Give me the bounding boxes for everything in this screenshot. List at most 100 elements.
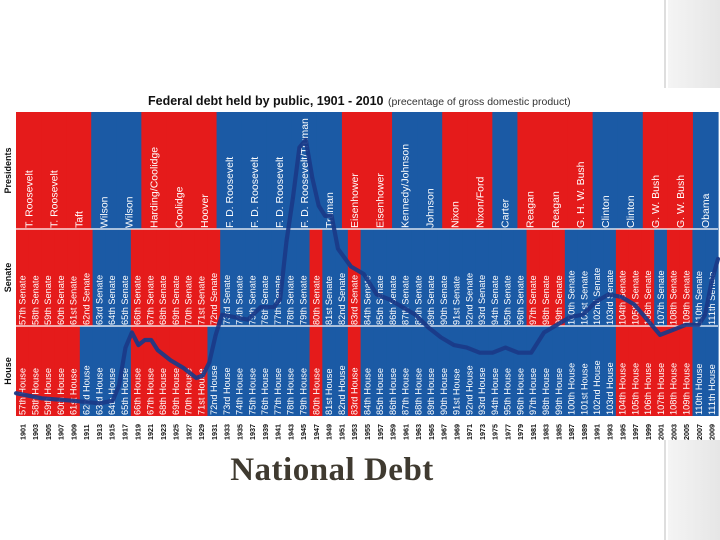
senate-band xyxy=(105,229,119,326)
debt-data-point xyxy=(298,146,301,149)
x-tick-label: 1937 xyxy=(248,424,257,440)
president-label: Reagan xyxy=(525,191,537,228)
house-band xyxy=(54,326,68,416)
debt-data-point xyxy=(98,402,101,405)
house-label: 88th House xyxy=(413,368,423,415)
senate-label: 108th Senate xyxy=(669,270,679,325)
debt-data-point xyxy=(672,329,674,331)
house-band xyxy=(590,326,604,416)
debt-data-point xyxy=(388,298,391,301)
debt-data-point xyxy=(594,301,597,303)
president-band xyxy=(216,112,243,229)
house-band xyxy=(398,326,413,416)
president-band xyxy=(341,112,368,229)
house-label: 104th House xyxy=(618,363,628,415)
x-tick-label: 1983 xyxy=(542,424,551,440)
debt-data-point xyxy=(633,303,636,306)
senate-band xyxy=(603,229,617,326)
debt-data-point xyxy=(659,334,661,336)
house-band xyxy=(322,326,336,416)
house-band xyxy=(232,326,247,416)
x-tick-label: 1957 xyxy=(376,424,385,440)
house-label: 99th House xyxy=(554,368,564,415)
house-band xyxy=(194,326,209,416)
senate-label: 65th Senate xyxy=(120,275,130,325)
x-tick-label: 1921 xyxy=(146,424,155,440)
senate-label: 87th Senate xyxy=(401,275,411,325)
senate-band xyxy=(641,229,655,326)
debt-data-point xyxy=(607,293,610,296)
senate-band xyxy=(41,229,55,326)
president-band xyxy=(517,112,544,229)
president-label: F. D. Roosevelt xyxy=(274,157,286,228)
x-tick-label: 1949 xyxy=(325,424,334,440)
house-band xyxy=(449,326,464,416)
president-band xyxy=(66,112,92,229)
house-band xyxy=(258,326,272,416)
senate-label: 78th Senate xyxy=(286,275,296,325)
president-label: Hoover xyxy=(199,194,211,228)
president-band xyxy=(417,112,443,229)
debt-data-point xyxy=(150,339,152,341)
senate-band xyxy=(564,229,579,326)
x-tick-label: 1933 xyxy=(223,424,232,440)
house-band xyxy=(654,326,668,416)
house-label: 72nd House xyxy=(209,365,219,415)
x-tick-label: 1965 xyxy=(427,424,436,440)
president-label: F. D. Roosevelt/Truman xyxy=(299,118,311,228)
senate-label: 100th Senate xyxy=(567,270,577,325)
president-label: F. D. Roosevelt xyxy=(249,157,261,228)
house-label: 91st House xyxy=(452,369,462,415)
senate-label: 83rd Senate xyxy=(350,275,360,325)
senate-label: 81st Senate xyxy=(324,276,334,325)
senate-band xyxy=(232,229,247,326)
senate-label: 84th Senate xyxy=(362,275,372,325)
debt-data-point xyxy=(491,351,494,354)
house-band xyxy=(245,326,260,416)
house-label: 90th House xyxy=(439,368,449,415)
house-label: 76th House xyxy=(260,368,270,415)
house-label: 81st House xyxy=(324,369,334,415)
house-label: 110th House xyxy=(694,364,704,415)
president-label: G. H. W. Bush xyxy=(575,161,587,228)
x-tick-label: 1985 xyxy=(554,424,563,440)
senate-label: 92nd Senate xyxy=(464,273,474,325)
senate-band xyxy=(258,229,272,326)
senate-label: 68th Senate xyxy=(158,275,168,325)
debt-data-point xyxy=(285,240,288,242)
x-tick-label: 1947 xyxy=(312,424,321,440)
debt-data-point xyxy=(15,392,17,395)
debt-data-point xyxy=(214,334,217,336)
x-tick-label: 1989 xyxy=(580,424,589,440)
house-label: 82nd House xyxy=(337,365,347,415)
senate-label: 99th Senate xyxy=(554,275,564,325)
senate-label: 88th Senate xyxy=(413,275,423,325)
house-band xyxy=(271,326,285,416)
debt-data-point xyxy=(292,197,294,199)
senate-band xyxy=(501,229,515,326)
house-label: 62nd House xyxy=(82,365,92,415)
senate-label: 75th Senate xyxy=(247,275,257,325)
president-label: Kennedy/Johnson xyxy=(399,144,411,228)
house-band xyxy=(156,326,170,416)
president-label: Obama xyxy=(700,193,712,228)
x-tick-label: 1945 xyxy=(299,424,308,440)
debt-line-layer xyxy=(13,137,720,406)
senate-band xyxy=(169,229,183,326)
house-label: 60th House xyxy=(56,368,66,415)
president-label: Clinton xyxy=(600,195,612,228)
x-tick-label: 1935 xyxy=(235,424,244,440)
senate-band xyxy=(194,229,209,326)
house-label: 92nd House xyxy=(464,365,474,415)
senate-label: 80th Senate xyxy=(311,275,321,325)
debt-data-point xyxy=(401,306,404,308)
x-tick-label: 1915 xyxy=(108,424,117,440)
house-band xyxy=(603,326,617,416)
x-tick-label: 2003 xyxy=(669,424,678,440)
house-label: 66th House xyxy=(133,368,143,415)
senate-label: 69th Senate xyxy=(171,275,181,325)
house-label: 101st House xyxy=(579,363,589,415)
debt-data-point xyxy=(311,177,314,179)
row-label: House xyxy=(3,357,13,385)
